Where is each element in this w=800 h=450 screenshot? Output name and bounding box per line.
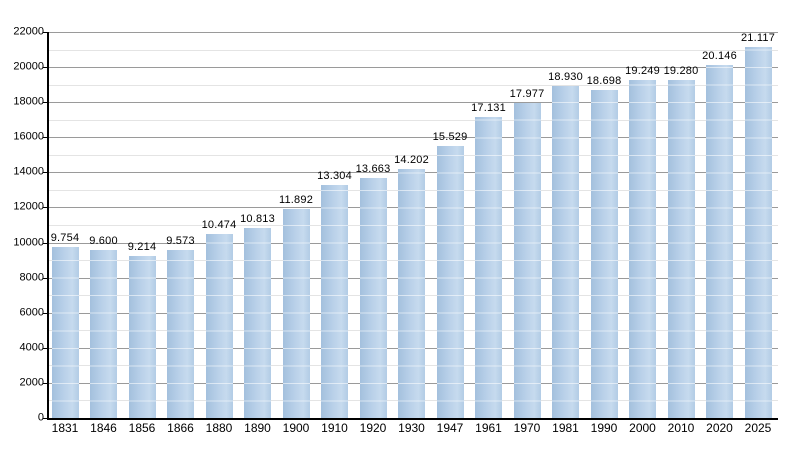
bar-value-label: 17.977 <box>509 87 545 100</box>
x-axis-tick-label: 1900 <box>282 421 310 435</box>
bar-value-label: 9.573 <box>166 235 195 248</box>
bar <box>167 250 194 418</box>
bar <box>744 47 772 418</box>
bar <box>398 168 425 418</box>
gridline-major <box>49 32 778 33</box>
gridline-minor <box>49 49 778 51</box>
bar <box>90 249 117 418</box>
x-axis-tick-label: 1880 <box>205 421 233 435</box>
y-axis-tick <box>43 67 48 69</box>
y-axis-tick-label: 2000 <box>19 376 44 389</box>
gridline-major <box>49 137 778 139</box>
bar <box>359 178 387 418</box>
bar-value-label: 9.214 <box>127 241 157 254</box>
y-axis-tick <box>43 137 48 139</box>
y-axis-tick <box>43 207 48 209</box>
gridline-minor <box>49 154 778 156</box>
bar <box>205 234 233 418</box>
x-axis-tick-label: 1856 <box>128 421 156 435</box>
y-axis-tick-label: 12000 <box>13 200 44 213</box>
bar-value-label: 18.930 <box>548 70 583 83</box>
y-axis-tick <box>43 382 48 384</box>
x-axis-tick-label: 1831 <box>51 421 79 435</box>
y-axis-tick-label: 8000 <box>19 271 44 284</box>
bar <box>475 117 502 418</box>
bar <box>436 145 464 418</box>
bar <box>590 89 618 418</box>
bar-value-label: 20.146 <box>702 49 737 62</box>
gridline-major <box>49 102 778 104</box>
bar-value-label: 19.280 <box>663 64 699 77</box>
gridline-minor <box>49 119 778 121</box>
bar-value-label: 15.529 <box>432 130 468 143</box>
bar-value-label: 10.474 <box>201 219 237 232</box>
y-axis-tick-label: 14000 <box>13 165 44 178</box>
y-axis-tick <box>43 32 48 33</box>
bar-value-label: 10.813 <box>240 213 275 226</box>
y-axis-tick-label: 4000 <box>19 341 44 354</box>
y-axis-tick <box>43 312 48 314</box>
y-axis-tick-label: 18000 <box>13 95 44 108</box>
bar-value-label: 18.698 <box>586 74 622 87</box>
bar-value-label: 14.202 <box>394 153 429 166</box>
x-axis-tick-label: 1961 <box>475 421 502 435</box>
y-axis-tick-label: 6000 <box>19 306 44 319</box>
x-axis-tick-label: 2000 <box>629 421 656 435</box>
gridline-minor <box>49 84 778 86</box>
x-axis-tick-label: 1920 <box>359 421 387 435</box>
bar <box>282 209 310 418</box>
bar-value-label: 17.131 <box>471 102 506 115</box>
bar <box>244 228 271 418</box>
bar-value-label: 13.304 <box>317 169 352 182</box>
y-axis-tick-label: 22000 <box>13 25 44 38</box>
x-axis-line <box>47 418 778 420</box>
y-axis-tick <box>43 277 48 279</box>
bar <box>667 79 695 418</box>
bar <box>51 246 79 418</box>
bar <box>552 85 579 418</box>
bar-value-label: 21.117 <box>740 32 776 45</box>
bar <box>706 64 733 418</box>
bar <box>513 102 541 418</box>
bar <box>629 80 656 418</box>
bar <box>128 256 156 418</box>
x-axis-tick-label: 1890 <box>244 421 271 435</box>
y-axis-tick-label: 0 <box>37 411 44 424</box>
x-axis-tick-label: 1981 <box>552 421 579 435</box>
x-axis-tick-label: 1970 <box>513 421 541 435</box>
x-axis-tick-label: 1990 <box>590 421 618 435</box>
y-axis-tick-label: 16000 <box>13 130 44 143</box>
x-axis-tick-label: 1930 <box>398 421 425 435</box>
y-axis-tick-label: 20000 <box>13 60 44 73</box>
y-axis-tick <box>43 347 48 349</box>
bar-value-label: 11.892 <box>278 194 314 207</box>
x-axis-tick-label: 1866 <box>167 421 194 435</box>
bar-value-label: 13.663 <box>355 163 391 176</box>
bar <box>321 184 348 418</box>
bar-value-label: 19.249 <box>625 65 660 78</box>
x-axis-tick-label: 1846 <box>90 421 117 435</box>
y-axis-tick <box>43 172 48 174</box>
x-axis-tick-label: 2010 <box>667 421 695 435</box>
gridline-major <box>49 67 778 69</box>
bar-value-label: 9.600 <box>89 234 118 247</box>
x-axis-tick-label: 2025 <box>744 421 772 435</box>
x-axis-tick-label: 1910 <box>321 421 348 435</box>
x-axis-tick-label: 1947 <box>436 421 464 435</box>
y-axis-line <box>47 32 49 419</box>
y-axis-tick-label: 10000 <box>13 236 44 249</box>
x-axis-tick-label: 2020 <box>706 421 733 435</box>
bar-value-label: 9.754 <box>50 231 80 244</box>
y-axis-tick <box>43 102 48 104</box>
y-axis-tick <box>43 418 48 419</box>
y-axis-tick <box>43 242 48 244</box>
